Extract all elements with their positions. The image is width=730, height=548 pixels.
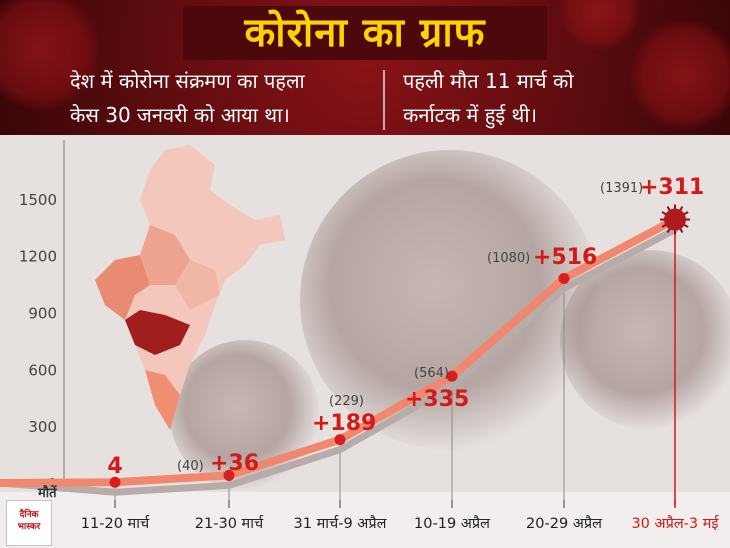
first-case-note-line2: केस 30 जनवरी को आया था। <box>70 103 290 127</box>
cumulative-label: (1080) <box>487 251 530 266</box>
x-tick-label: 31 मार्च-9 अप्रैल <box>294 515 388 532</box>
y-tick-label: 300 <box>28 418 57 436</box>
data-point <box>558 272 570 284</box>
y-tick-label: 600 <box>28 361 57 379</box>
logo-line1: दैनिक <box>19 510 39 520</box>
header-banner: कोरोना का ग्राफ देश में कोरोना संक्रमण क… <box>0 0 730 135</box>
virus-decoration-icon <box>560 0 640 50</box>
virus-marker-icon <box>660 204 690 235</box>
x-axis-band <box>0 492 730 548</box>
data-point <box>109 476 121 488</box>
cumulative-label: (229) <box>329 394 364 409</box>
data-point <box>334 434 346 446</box>
y-tick-label: 1500 <box>19 191 57 209</box>
background-virus-icon <box>560 250 730 430</box>
increase-label: +516 <box>533 245 597 270</box>
first-death-note-line2: कर्नाटक में हुई थी। <box>403 103 538 127</box>
y-tick-label: 900 <box>28 305 57 323</box>
first-case-note: देश में कोरोना संक्रमण का पहला केस 30 जन… <box>70 64 370 132</box>
x-tick-label: 20-29 अप्रैल <box>526 515 603 532</box>
virus-decoration-icon <box>630 20 730 130</box>
increase-label: +335 <box>405 387 469 412</box>
dainik-bhaskar-logo: दैनिक भास्कर <box>6 500 52 546</box>
first-death-note-line1: पहली मौत 11 मार्च को <box>403 69 574 93</box>
india-map-icon <box>95 145 285 430</box>
increase-label: +189 <box>312 411 376 436</box>
cumulative-label: (1391) <box>600 181 643 196</box>
first-death-note: पहली मौत 11 मार्च को कर्नाटक में हुई थी। <box>403 64 703 132</box>
x-tick-label: 11-20 मार्च <box>81 515 150 532</box>
x-tick-label: 30 अप्रैल-3 मई <box>631 515 719 532</box>
x-tick-label: 10-19 अप्रैल <box>414 515 491 532</box>
data-point <box>446 370 458 382</box>
x-tick-label: 21-30 मार्च <box>195 515 264 532</box>
cumulative-label: (40) <box>177 459 204 474</box>
first-case-note-line1: देश में कोरोना संक्रमण का पहला <box>70 69 305 93</box>
increase-label: 4 <box>107 454 122 479</box>
data-point <box>223 469 235 481</box>
series-line-shadow <box>0 226 679 496</box>
y-axis-label: मौतें <box>37 485 58 501</box>
cumulative-label: (564) <box>414 366 449 381</box>
header-divider <box>383 70 385 130</box>
page-title: कोरोना का ग्राफ <box>244 10 486 56</box>
logo-line2: भास्कर <box>17 522 41 532</box>
increase-label: +311 <box>640 175 704 200</box>
increase-label: +36 <box>210 451 259 476</box>
title-box <box>183 6 547 60</box>
y-tick-label: 1200 <box>19 248 57 266</box>
